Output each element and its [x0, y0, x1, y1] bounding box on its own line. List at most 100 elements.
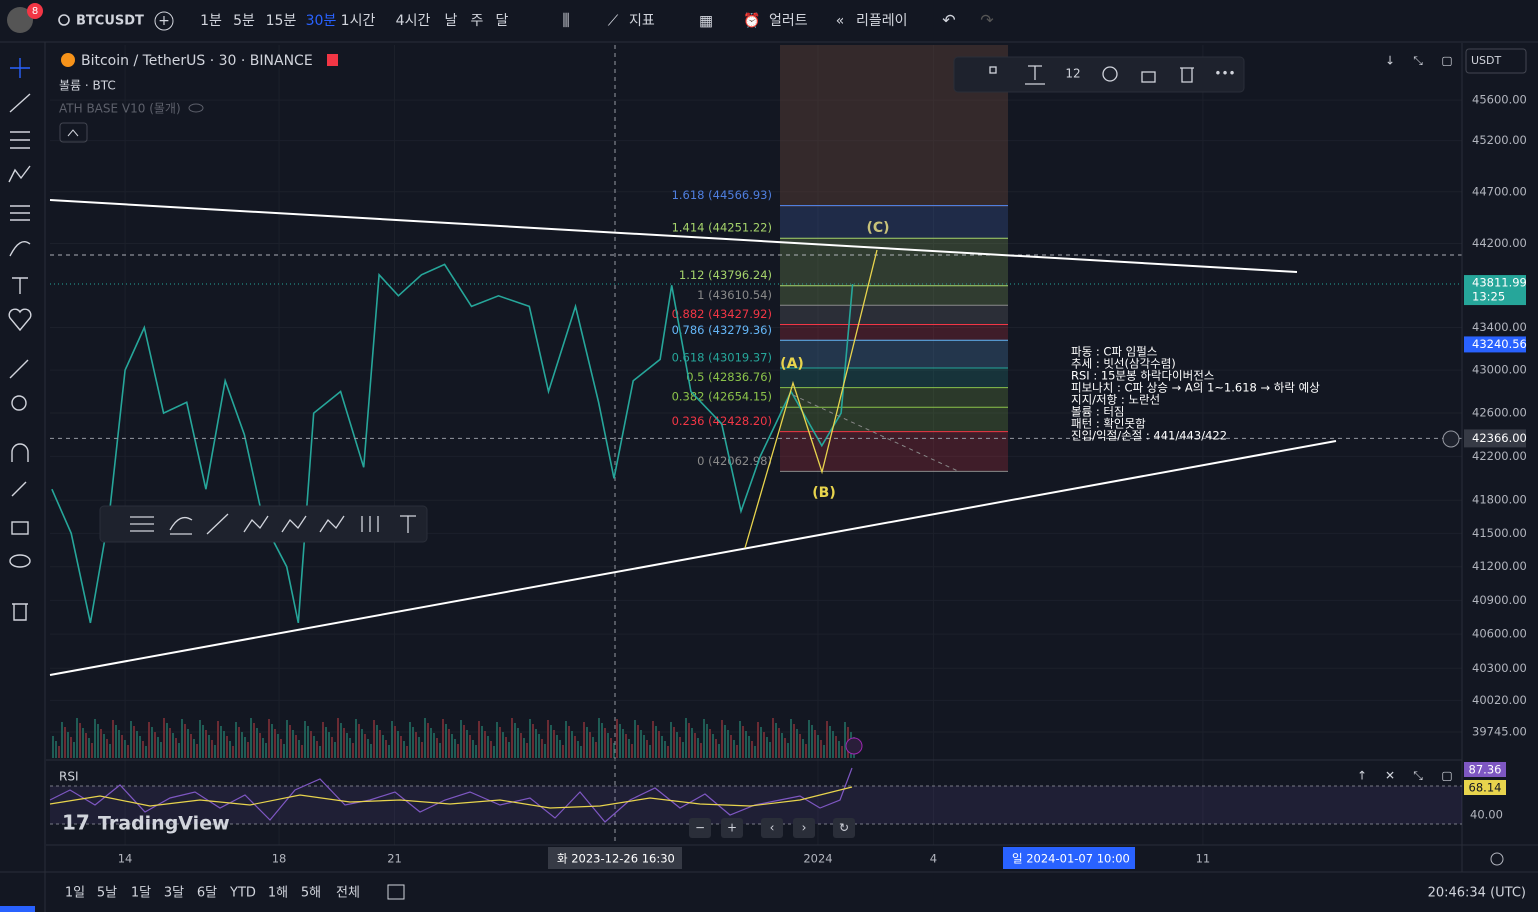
magnet-tool[interactable]	[11, 443, 29, 462]
volume-bar	[256, 728, 258, 758]
range-button[interactable]: 전체	[336, 886, 360, 901]
hidden-icon[interactable]	[188, 103, 204, 113]
palette-tool[interactable]	[169, 516, 193, 535]
fib-tool[interactable]	[10, 131, 30, 149]
collapse-button[interactable]	[59, 122, 88, 143]
undo[interactable]: ↶	[942, 11, 955, 30]
font-size[interactable]: 12	[1065, 67, 1080, 81]
flag[interactable]	[327, 54, 338, 66]
pane-button[interactable]: ⤡	[1413, 54, 1423, 68]
currency[interactable]: USDT	[1471, 54, 1502, 67]
alert-icon[interactable]: ⏰	[743, 11, 760, 29]
legend-title[interactable]: Bitcoin / TetherUS · 30 · BINANCE	[81, 53, 313, 69]
range-button[interactable]: 6달	[197, 886, 217, 901]
crosshair-tool[interactable]	[10, 58, 30, 78]
interval-button[interactable]: 1분	[200, 13, 222, 29]
trendline-tool[interactable]	[9, 93, 31, 113]
range-button[interactable]: 3달	[164, 886, 184, 901]
template-icon[interactable]	[989, 66, 997, 74]
volume-bar	[199, 720, 201, 758]
pane-button[interactable]: ↑	[1357, 769, 1367, 783]
delete-icon[interactable]	[1180, 67, 1194, 83]
price-tick-label: 43400.00	[1472, 320, 1527, 334]
range-button[interactable]: YTD	[229, 886, 256, 901]
range-button[interactable]: 1일	[65, 886, 85, 901]
pattern-tool[interactable]	[8, 165, 31, 183]
brush-tool[interactable]	[9, 241, 31, 257]
interval-button[interactable]: 날	[445, 13, 458, 29]
volume-bar	[127, 745, 129, 758]
pane-button[interactable]: ▢	[1441, 769, 1452, 783]
range-button[interactable]: 5해	[301, 886, 321, 901]
interval-button[interactable]: 1시간	[341, 13, 376, 29]
volume-bar	[517, 728, 519, 758]
currency-select[interactable]	[1465, 48, 1527, 74]
hide-tool[interactable]	[9, 554, 31, 568]
palette-tool[interactable]	[206, 513, 229, 535]
add-alert-button[interactable]	[1442, 430, 1460, 448]
palette-tool[interactable]	[319, 515, 345, 533]
reset[interactable]	[833, 818, 855, 838]
redo[interactable]: ↷	[980, 11, 994, 30]
clock[interactable]: 20:46:34 (UTC)	[1428, 886, 1526, 901]
more-icon[interactable]: •••	[1214, 67, 1235, 81]
zoom-in[interactable]	[721, 818, 743, 838]
volume-bar	[439, 743, 441, 758]
fib-band	[780, 387, 1008, 408]
legend-volume[interactable]: 볼륨 · BTC	[59, 79, 116, 93]
scroll-right[interactable]	[793, 818, 815, 838]
chart-type-icon[interactable]: ⫼	[562, 11, 569, 30]
lock-tool[interactable]	[11, 521, 29, 535]
replay-button[interactable]: 리플레이	[856, 13, 908, 29]
range-button[interactable]: 5날	[97, 886, 117, 901]
lock-icon[interactable]	[1141, 71, 1156, 83]
volume-bar	[274, 729, 276, 758]
range-button[interactable]: 1달	[131, 886, 151, 901]
replay-icon[interactable]: «	[836, 13, 845, 29]
text-icon[interactable]	[1025, 65, 1045, 85]
date-range-button[interactable]	[387, 884, 405, 900]
text-tool[interactable]	[12, 277, 28, 294]
pane-button[interactable]: ✕	[1385, 769, 1395, 783]
zoom-out[interactable]	[689, 818, 711, 838]
palette-tool[interactable]	[243, 515, 269, 533]
alerts-button[interactable]: 얼러트	[769, 13, 808, 29]
event-marker[interactable]	[845, 737, 863, 755]
ruler-tool[interactable]	[9, 359, 29, 379]
legend-indicator[interactable]: ATH BASE V10 (몰개)	[59, 102, 181, 116]
indicator-icon[interactable]: ⟋	[608, 12, 619, 30]
indicators-button[interactable]: 지표	[629, 13, 655, 29]
interval-button[interactable]: 달	[496, 13, 509, 29]
favorites-tool[interactable]	[8, 308, 32, 332]
zoom-tool[interactable]	[11, 395, 27, 411]
price-tick-label: 40020.00	[1472, 693, 1527, 707]
pane-button[interactable]: ⤡	[1413, 769, 1423, 783]
interval-button[interactable]: 30분	[306, 13, 337, 29]
volume-bar	[631, 744, 633, 758]
prediction-tool[interactable]	[10, 205, 30, 221]
pane-button[interactable]: ▢	[1441, 54, 1452, 68]
palette-tool[interactable]	[130, 516, 154, 532]
pane-button[interactable]: ↓	[1385, 54, 1395, 68]
interval-button[interactable]: 주	[471, 13, 484, 29]
palette-tool[interactable]	[281, 515, 307, 533]
palette-tool[interactable]	[361, 516, 379, 532]
watermark[interactable]: TradingView	[98, 813, 230, 835]
layout-icon[interactable]: ▦	[699, 12, 713, 30]
avatar[interactable]	[7, 7, 33, 33]
symbol[interactable]: BTCUSDT	[76, 14, 144, 29]
search-icon[interactable]	[58, 14, 70, 26]
draw-mode-tool[interactable]	[11, 481, 27, 497]
palette-tool[interactable]	[400, 515, 416, 533]
volume-bar	[781, 733, 783, 758]
compare-button[interactable]	[154, 11, 174, 31]
interval-button[interactable]: 15분	[266, 13, 297, 29]
settings-icon[interactable]	[1102, 66, 1118, 82]
chart-pane[interactable]	[46, 43, 1462, 845]
range-button[interactable]: 1해	[268, 886, 288, 901]
interval-button[interactable]: 4시간	[396, 13, 431, 29]
delete-tool[interactable]	[12, 603, 28, 621]
interval-button[interactable]: 5분	[233, 13, 255, 29]
scroll-left[interactable]	[761, 818, 783, 838]
settings-button[interactable]	[1490, 852, 1504, 866]
